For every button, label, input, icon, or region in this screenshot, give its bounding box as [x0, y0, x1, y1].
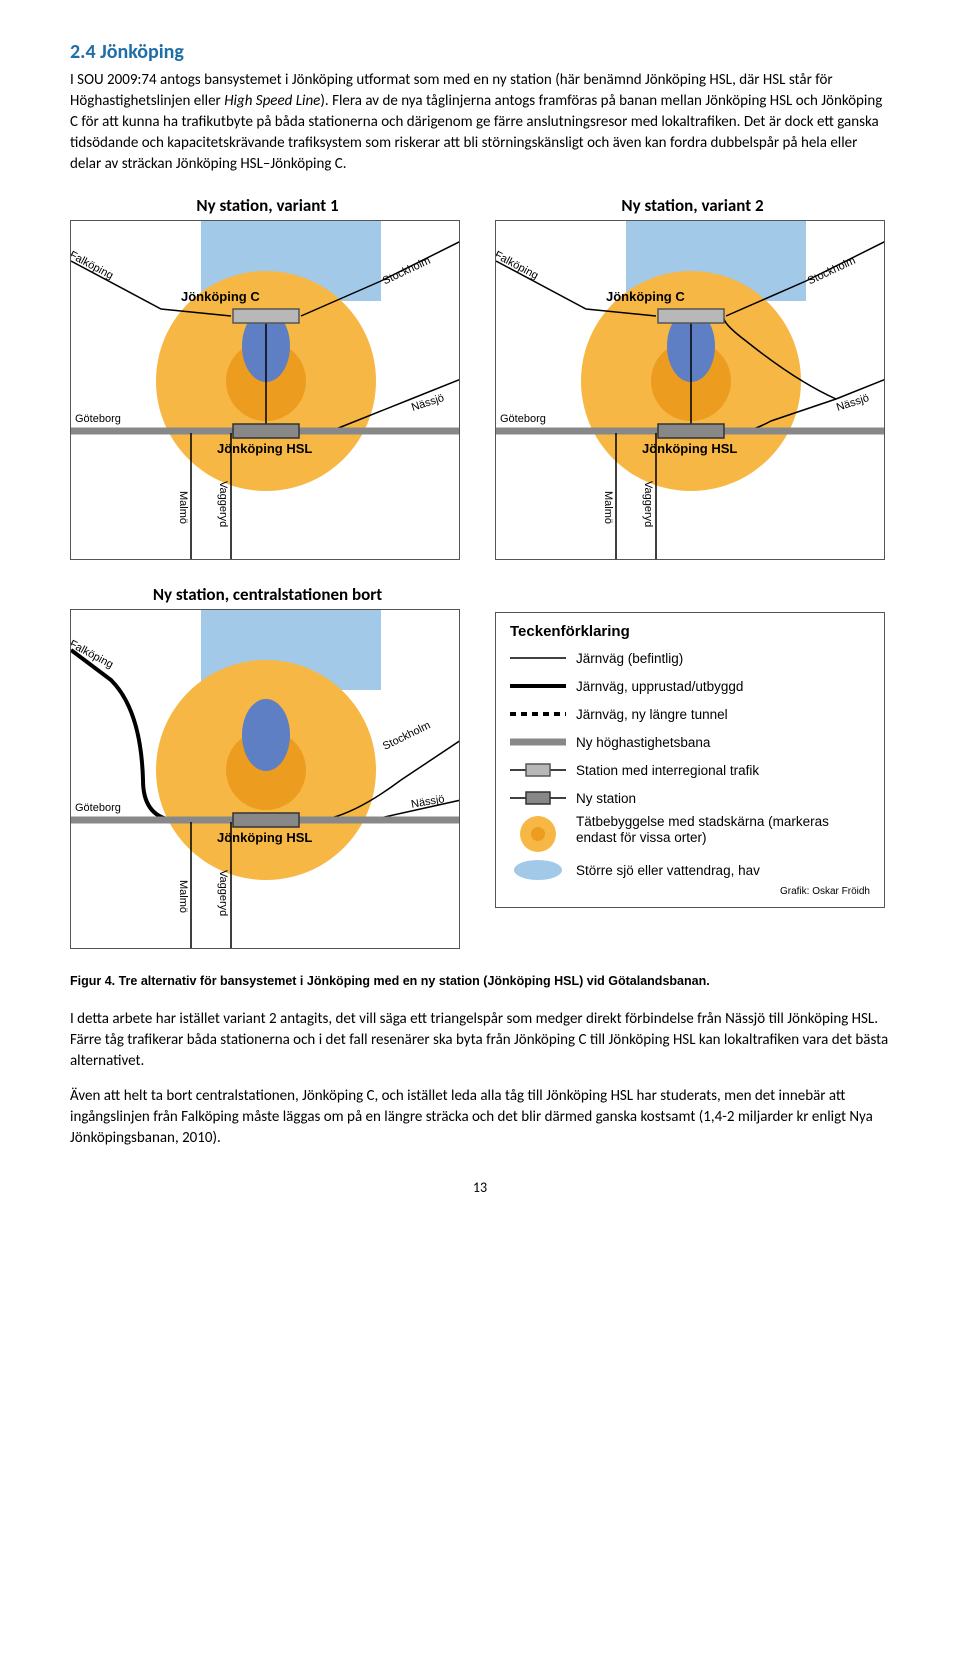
legend-sym-water [510, 858, 566, 882]
legend-label-2: Järnväg, ny längre tunnel [576, 707, 728, 722]
diagram-v2-title: Ny station, variant 2 [495, 195, 890, 216]
diagram-row-1: Ny station, variant 1 [70, 195, 890, 560]
diagram-v2-box: Falköping Jönköping C Stockholm Göteborg… [495, 220, 885, 560]
lbl-jonkoping-hsl: Jönköping HSL [217, 830, 312, 845]
lbl-jonkoping-c: Jönköping C [181, 289, 260, 304]
legend-sym-hsl [510, 730, 566, 754]
paragraph-2: I detta arbete har istället variant 2 an… [70, 1009, 890, 1072]
lbl-vaggeryd: Vaggeryd [217, 870, 229, 916]
legend-row-0: Järnväg (befintlig) [510, 646, 870, 670]
lbl-malmo: Malmö [177, 880, 189, 913]
legend-label-4: Station med interregional trafik [576, 763, 759, 778]
legend-sym-city [510, 814, 566, 854]
lbl-jonkoping-c: Jönköping C [606, 289, 685, 304]
legend-label-3: Ny höghastighetsbana [576, 735, 710, 750]
lbl-vaggeryd: Vaggeryd [642, 481, 654, 527]
paragraph-1: I SOU 2009:74 antogs bansystemet i Jönkö… [70, 70, 890, 175]
legend-label-0: Järnväg (befintlig) [576, 651, 683, 666]
page-number: 13 [70, 1179, 890, 1196]
legend-row-5: Ny station [510, 786, 870, 810]
legend-label-7: Större sjö eller vattendrag, hav [576, 863, 760, 878]
legend-wrap: Teckenförklaring Järnväg (befintlig) Jär… [495, 584, 890, 949]
lbl-vaggeryd: Vaggeryd [217, 481, 229, 527]
legend-label-1: Järnväg, upprustad/utbyggd [576, 679, 743, 694]
section-heading: 2.4 Jönköping [70, 40, 890, 64]
lbl-jonkoping-hsl: Jönköping HSL [642, 441, 737, 456]
lbl-goteborg: Göteborg [500, 413, 546, 425]
lbl-malmo: Malmö [602, 491, 614, 524]
legend-row-6: Tätbebyggelse med stadskärna (markeras e… [510, 814, 870, 854]
legend-box: Teckenförklaring Järnväg (befintlig) Jär… [495, 612, 885, 908]
legend-sym-station [510, 758, 566, 782]
figure-caption: Figur 4. Tre alternativ för bansystemet … [70, 973, 890, 991]
legend-row-7: Större sjö eller vattendrag, hav [510, 858, 870, 882]
legend-sym-rail-existing [510, 646, 566, 670]
legend-label-6: Tätbebyggelse med stadskärna (markeras e… [576, 814, 870, 846]
legend-sym-rail-tunnel [510, 702, 566, 726]
diagram-variant-3: Ny station, centralstationen bort Falköp [70, 584, 465, 949]
diagram-row-2: Ny station, centralstationen bort Falköp [70, 584, 890, 949]
diagram-v3-svg [71, 610, 460, 949]
diagram-v3-title: Ny station, centralstationen bort [70, 584, 465, 605]
diagram-v3-box: Falköping Stockholm Göteborg Nässjö Jönk… [70, 609, 460, 949]
diagram-variant-1: Ny station, variant 1 [70, 195, 465, 560]
legend-sym-rail-upgraded [510, 674, 566, 698]
legend-label-5: Ny station [576, 791, 636, 806]
legend-title: Teckenförklaring [510, 623, 870, 640]
lbl-malmo: Malmö [177, 491, 189, 524]
p1b: High Speed Line [224, 92, 320, 110]
legend-row-1: Järnväg, upprustad/utbyggd [510, 674, 870, 698]
diagram-variant-2: Ny station, variant 2 Falköping Jö [495, 195, 890, 560]
legend-row-4: Station med interregional trafik [510, 758, 870, 782]
diagram-v1-box: Falköping Jönköping C Stockholm Göteborg… [70, 220, 460, 560]
diagram-v1-title: Ny station, variant 1 [70, 195, 465, 216]
lbl-jonkoping-hsl: Jönköping HSL [217, 441, 312, 456]
lbl-goteborg: Göteborg [75, 802, 121, 814]
lbl-goteborg: Göteborg [75, 413, 121, 425]
legend-row-3: Ny höghastighetsbana [510, 730, 870, 754]
legend-row-2: Järnväg, ny längre tunnel [510, 702, 870, 726]
legend-credit: Grafik: Oskar Fröidh [510, 886, 870, 897]
legend-sym-new-station [510, 786, 566, 810]
paragraph-3: Även att helt ta bort centralstationen, … [70, 1086, 890, 1149]
